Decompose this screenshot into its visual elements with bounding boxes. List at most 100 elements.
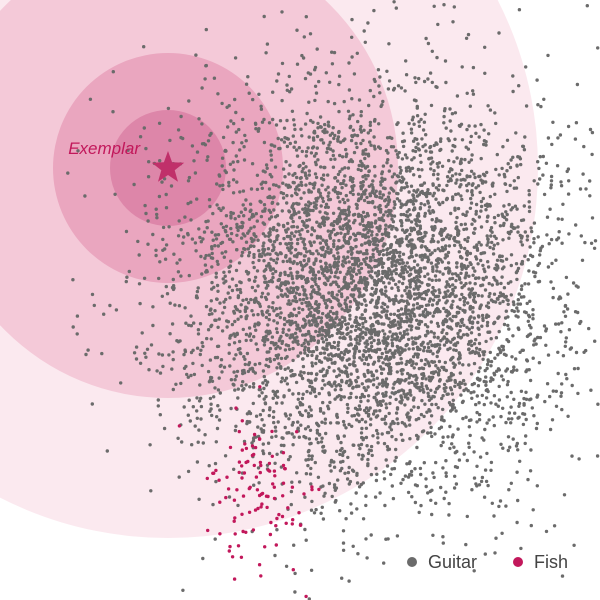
- data-point: [216, 244, 220, 248]
- data-point: [168, 332, 172, 336]
- data-point: [562, 493, 567, 497]
- data-point: [216, 325, 220, 329]
- data-point: [284, 376, 289, 380]
- data-point: [282, 224, 286, 229]
- data-point: [499, 442, 503, 446]
- data-point: [326, 245, 330, 249]
- data-point: [308, 32, 313, 36]
- data-point: [575, 82, 580, 87]
- data-point: [438, 231, 442, 236]
- data-point: [349, 281, 354, 285]
- data-point: [346, 109, 351, 114]
- data-point: [391, 332, 395, 336]
- data-point: [337, 303, 341, 307]
- data-point: [398, 352, 402, 357]
- data-point: [444, 471, 448, 475]
- data-point: [360, 392, 364, 397]
- data-point: [345, 296, 350, 300]
- data-point: [437, 379, 442, 383]
- data-point: [203, 77, 207, 81]
- data-point: [315, 236, 320, 240]
- data-point: [283, 292, 287, 296]
- data-point: [314, 372, 319, 377]
- data-point: [261, 381, 265, 385]
- data-point: [341, 138, 346, 143]
- data-point: [458, 371, 462, 375]
- data-point: [554, 322, 558, 326]
- data-point: [366, 463, 370, 468]
- data-point: [229, 231, 234, 236]
- data-point: [161, 364, 165, 369]
- data-point: [446, 289, 450, 293]
- data-point: [479, 225, 484, 229]
- data-point: [481, 179, 485, 183]
- data-point: [216, 92, 220, 96]
- data-point: [483, 468, 488, 472]
- data-point: [505, 395, 509, 399]
- data-point: [329, 283, 333, 287]
- data-point: [340, 307, 344, 311]
- data-point: [525, 234, 530, 238]
- data-point: [425, 282, 430, 287]
- data-point: [556, 236, 561, 240]
- data-point: [381, 329, 385, 333]
- data-point: [441, 541, 445, 545]
- data-point: [184, 321, 188, 325]
- data-point: [346, 239, 350, 244]
- data-point: [493, 300, 498, 304]
- data-point: [383, 339, 388, 344]
- data-point: [444, 319, 448, 324]
- data-point: [210, 247, 214, 251]
- data-point: [485, 243, 489, 247]
- data-point: [331, 126, 335, 130]
- data-point: [204, 253, 208, 258]
- data-point: [282, 236, 286, 241]
- data-point: [200, 122, 204, 126]
- data-point: [151, 323, 155, 328]
- data-point: [232, 370, 236, 374]
- data-point: [485, 219, 489, 224]
- data-point: [75, 332, 79, 336]
- data-point: [422, 181, 427, 185]
- data-point: [431, 298, 436, 302]
- data-point: [309, 151, 314, 155]
- data-point: [376, 269, 381, 274]
- data-point: [183, 348, 187, 352]
- data-point: [304, 173, 308, 178]
- data-point: [210, 265, 214, 269]
- data-point: [402, 319, 406, 324]
- data-point: [252, 252, 256, 257]
- data-point: [186, 201, 190, 206]
- data-point: [468, 291, 472, 295]
- data-point: [332, 239, 336, 243]
- data-point: [262, 259, 266, 263]
- data-point: [336, 298, 340, 303]
- data-point: [395, 407, 400, 411]
- data-point: [440, 260, 444, 264]
- data-point: [261, 335, 266, 340]
- data-point: [350, 55, 354, 59]
- data-point: [336, 264, 340, 268]
- data-point: [432, 331, 436, 335]
- data-point: [336, 478, 340, 482]
- data-point: [471, 310, 475, 314]
- data-point: [305, 276, 310, 281]
- data-point: [369, 370, 373, 374]
- data-point: [215, 283, 220, 288]
- data-point: [315, 307, 319, 311]
- data-point: [333, 233, 338, 237]
- data-point: [267, 279, 272, 284]
- data-point: [402, 186, 407, 190]
- data-point: [563, 314, 568, 318]
- data-point: [368, 140, 372, 144]
- data-point: [456, 305, 460, 309]
- data-point: [374, 189, 378, 193]
- data-point: [289, 374, 293, 378]
- data-point: [281, 167, 286, 171]
- data-point: [419, 231, 423, 236]
- data-point: [193, 171, 198, 175]
- data-point: [434, 278, 438, 282]
- data-point: [485, 388, 489, 392]
- data-point: [231, 160, 235, 164]
- data-point: [502, 204, 506, 208]
